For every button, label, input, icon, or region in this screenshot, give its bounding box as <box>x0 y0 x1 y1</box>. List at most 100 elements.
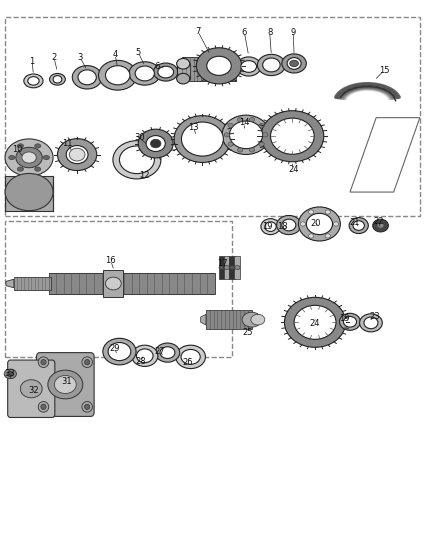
Text: 29: 29 <box>109 344 120 353</box>
Polygon shape <box>5 176 53 211</box>
Ellipse shape <box>78 70 96 85</box>
Text: 14: 14 <box>239 118 250 127</box>
Ellipse shape <box>54 375 76 393</box>
Ellipse shape <box>360 314 382 332</box>
Ellipse shape <box>66 146 88 164</box>
Ellipse shape <box>306 213 332 235</box>
Ellipse shape <box>35 167 41 171</box>
Ellipse shape <box>343 317 357 327</box>
Text: 25: 25 <box>243 328 253 337</box>
Ellipse shape <box>35 144 41 148</box>
Polygon shape <box>6 279 14 288</box>
Text: 6: 6 <box>154 62 160 70</box>
Ellipse shape <box>228 123 233 127</box>
Ellipse shape <box>108 343 131 361</box>
Text: 5: 5 <box>136 48 141 56</box>
Ellipse shape <box>282 219 296 231</box>
Text: 7: 7 <box>195 27 201 36</box>
Ellipse shape <box>38 401 49 412</box>
Ellipse shape <box>339 313 360 330</box>
Ellipse shape <box>146 135 165 151</box>
Ellipse shape <box>4 369 16 378</box>
Text: 6: 6 <box>242 28 247 37</box>
Ellipse shape <box>249 117 254 122</box>
Text: 21: 21 <box>349 218 360 227</box>
Text: 10: 10 <box>12 144 22 154</box>
Text: 32: 32 <box>28 386 39 395</box>
FancyBboxPatch shape <box>36 353 94 416</box>
Text: 4: 4 <box>113 50 118 59</box>
Ellipse shape <box>228 142 233 147</box>
Ellipse shape <box>181 122 223 156</box>
Ellipse shape <box>57 139 97 171</box>
Text: 8: 8 <box>267 28 272 37</box>
FancyBboxPatch shape <box>229 256 235 279</box>
Ellipse shape <box>237 148 243 152</box>
Ellipse shape <box>177 74 190 84</box>
Ellipse shape <box>237 117 243 122</box>
Text: 9: 9 <box>290 28 296 37</box>
Text: 30: 30 <box>134 133 145 142</box>
Ellipse shape <box>38 357 49 368</box>
Ellipse shape <box>82 357 92 368</box>
Ellipse shape <box>153 63 178 81</box>
Ellipse shape <box>5 173 53 211</box>
Text: 28: 28 <box>135 357 146 366</box>
Text: 19: 19 <box>262 222 272 231</box>
Ellipse shape <box>349 217 368 233</box>
Ellipse shape <box>22 152 36 163</box>
Ellipse shape <box>230 121 263 149</box>
Ellipse shape <box>43 156 49 160</box>
Ellipse shape <box>353 221 364 230</box>
Ellipse shape <box>9 156 15 160</box>
Ellipse shape <box>230 265 235 270</box>
Ellipse shape <box>48 370 83 399</box>
Text: 1: 1 <box>29 57 35 66</box>
Ellipse shape <box>69 148 85 161</box>
Ellipse shape <box>282 54 306 73</box>
Ellipse shape <box>298 207 340 241</box>
Ellipse shape <box>271 118 314 154</box>
Ellipse shape <box>158 66 173 78</box>
Ellipse shape <box>325 234 330 238</box>
Text: 11: 11 <box>62 139 72 148</box>
Ellipse shape <box>106 66 130 85</box>
Ellipse shape <box>308 210 314 214</box>
Text: 33: 33 <box>4 369 15 378</box>
Ellipse shape <box>294 305 336 340</box>
Ellipse shape <box>41 360 46 365</box>
Text: 13: 13 <box>188 123 199 132</box>
Ellipse shape <box>28 77 39 85</box>
Text: 19: 19 <box>339 313 350 322</box>
Ellipse shape <box>99 60 137 90</box>
Text: 22: 22 <box>374 217 384 226</box>
Text: 17: 17 <box>217 260 228 268</box>
Text: 18: 18 <box>277 222 288 231</box>
Ellipse shape <box>224 265 230 270</box>
FancyBboxPatch shape <box>49 273 215 294</box>
Ellipse shape <box>259 142 264 147</box>
Text: 26: 26 <box>182 358 193 367</box>
Ellipse shape <box>138 129 173 158</box>
Ellipse shape <box>135 66 154 81</box>
Ellipse shape <box>49 74 65 85</box>
Ellipse shape <box>129 62 160 85</box>
Ellipse shape <box>20 379 42 398</box>
FancyBboxPatch shape <box>8 360 55 417</box>
FancyBboxPatch shape <box>177 64 190 79</box>
Ellipse shape <box>325 210 330 214</box>
Ellipse shape <box>377 223 384 228</box>
FancyBboxPatch shape <box>14 277 51 290</box>
Ellipse shape <box>235 265 240 270</box>
Ellipse shape <box>261 219 280 235</box>
Ellipse shape <box>373 219 389 232</box>
FancyBboxPatch shape <box>182 58 237 81</box>
Ellipse shape <box>18 167 24 171</box>
Text: 27: 27 <box>155 346 166 356</box>
Polygon shape <box>201 314 206 325</box>
Text: 20: 20 <box>311 219 321 228</box>
FancyBboxPatch shape <box>234 256 240 279</box>
FancyBboxPatch shape <box>103 270 123 297</box>
Ellipse shape <box>18 144 24 148</box>
Ellipse shape <box>259 123 264 127</box>
